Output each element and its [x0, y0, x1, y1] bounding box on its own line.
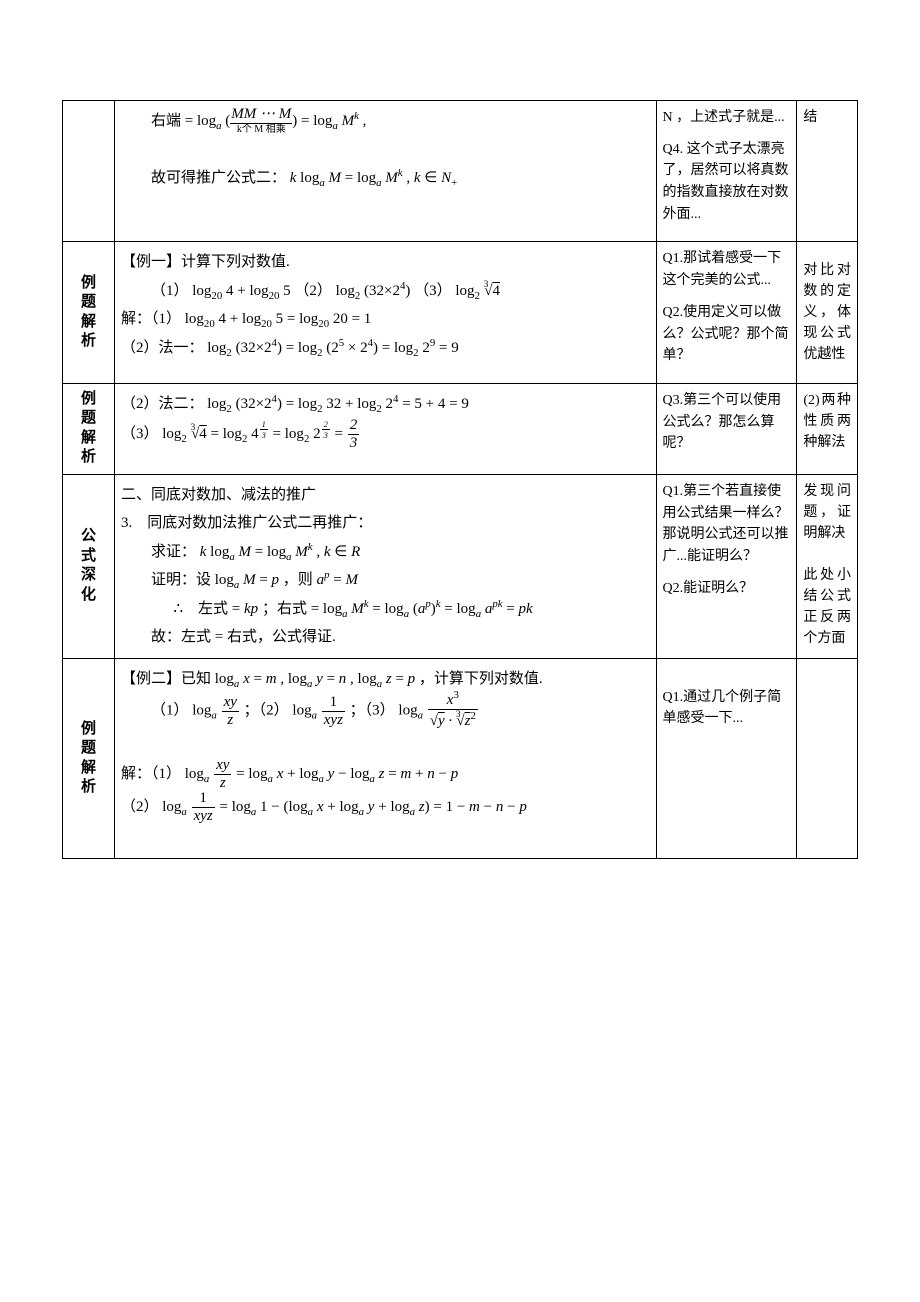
content-cell: 右端 = loga (MM ⋯ Mk个 M 相乘) = loga Mk , 故可… [114, 101, 656, 242]
math-line: ∴ 左式 = kp ；右式 = loga Mk = loga (ap)k = l… [121, 595, 650, 624]
remark-cell [797, 658, 858, 858]
remark-cell: (2)两种性质两种解法 [797, 383, 858, 474]
example-title: 【例一】计算下列对数值. [121, 254, 290, 270]
math-line: 故：左式 = 右式，公式得证. [121, 623, 650, 652]
content-cell: （2）法二： log2 (32×24) = log2 32 + log2 24 … [114, 383, 656, 474]
math-line: 右端 = loga (MM ⋯ Mk个 M 相乘) = loga Mk , [121, 107, 650, 136]
question-cell: Q1.通过几个例子简单感受一下... [656, 658, 797, 858]
math-line: 【例二】已知 loga x = m , loga y = n , loga z … [121, 671, 543, 687]
remark-cell: 对比对数的定义，体现公式优越性 [797, 242, 858, 383]
remark-text: 对比对数的定义，体现公式优越性 [803, 263, 851, 362]
math-line: （2） loga 1xyz = loga 1 − (loga x + loga … [121, 799, 527, 815]
question-text: Q4. 这个式子太漂亮了，居然可以将真数的指数直接放在对数外面... [663, 139, 791, 226]
remark-cell: 发现问题，证明解决 此处小结公式正反两个方面 [797, 474, 858, 658]
question-cell: Q1.第三个若直接使用公式结果一样么？那说明公式还可以推广...能证明么？ Q2… [656, 474, 797, 658]
underbrace-label: k个 M 相乘 [230, 124, 292, 135]
math-line: （1） log20 4 + log20 5 （2） log2 (32×24) （… [121, 277, 650, 306]
question-cell: Q1.那试着感受一下这个完美的公式... Q2.使用定义可以做么？公式呢？那个简… [656, 242, 797, 383]
question-text: Q2.使用定义可以做么？公式呢？那个简单？ [663, 302, 791, 367]
math-line: 故可得推广公式二： k loga M = loga Mk , k ∈ N+ [121, 164, 650, 193]
math-line: （2）法二： log2 (32×24) = log2 32 + log2 24 … [121, 396, 469, 412]
table-row: 例题解析 【例二】已知 loga x = m , loga y = n , lo… [63, 658, 858, 858]
question-text: Q1.第三个若直接使用公式结果一样么？那说明公式还可以推广...能证明么？ [663, 481, 791, 568]
math-line: 求证： k loga M = loga Mk , k ∈ R [121, 538, 650, 567]
table-row: 例题解析 【例一】计算下列对数值. （1） log20 4 + log20 5 … [63, 242, 858, 383]
side-label: 例题解析 [63, 242, 115, 383]
remark-text: 此处小结公式正反两个方面 [803, 568, 851, 646]
underbrace-top: MM ⋯ M [230, 107, 292, 124]
content-cell: 【例一】计算下列对数值. （1） log20 4 + log20 5 （2） l… [114, 242, 656, 383]
question-cell: Q3.第三个可以使用公式么？那怎么算呢？ [656, 383, 797, 474]
question-cell: N ，上述式子就是... Q4. 这个式子太漂亮了，居然可以将真数的指数直接放在… [656, 101, 797, 242]
table-row: 右端 = loga (MM ⋯ Mk个 M 相乘) = loga Mk , 故可… [63, 101, 858, 242]
side-label: 例题解析 [63, 383, 115, 474]
section-heading: 二、同底对数加、减法的推广 [121, 487, 316, 503]
remark-cell: 结 [797, 101, 858, 242]
remark-text: 发现问题，证明解决 [803, 484, 851, 541]
math-line: 解：（1） loga xyz = loga x + loga y − loga … [121, 766, 458, 782]
math-line: （2）法一： log2 (32×24) = log2 (25 × 24) = l… [121, 340, 459, 356]
side-label: 公式深化 [63, 474, 115, 658]
remark-text: (2)两种性质两种解法 [803, 393, 851, 450]
math-line: （1） loga xyz ；（2） loga 1xyz ；（3） loga x3… [121, 693, 650, 729]
math-line: 解：（1） log20 4 + log20 5 = log20 20 = 1 [121, 311, 371, 327]
question-text: Q1.通过几个例子简单感受一下... [663, 687, 791, 730]
side-label: 例题解析 [63, 658, 115, 858]
math-line: （3） log2 3√4 = log2 413 = log2 223 = 23 [121, 426, 360, 442]
side-label [63, 101, 115, 242]
content-cell: 二、同底对数加、减法的推广 3. 同底对数加法推广公式二再推广： 求证： k l… [114, 474, 656, 658]
question-text: Q2.能证明么？ [663, 578, 791, 600]
main-table: 右端 = loga (MM ⋯ Mk个 M 相乘) = loga Mk , 故可… [62, 100, 858, 859]
page: 右端 = loga (MM ⋯ Mk个 M 相乘) = loga Mk , 故可… [0, 0, 920, 1059]
section-heading: 3. 同底对数加法推广公式二再推广： [121, 515, 372, 531]
content-cell: 【例二】已知 loga x = m , loga y = n , loga z … [114, 658, 656, 858]
table-row: 公式深化 二、同底对数加、减法的推广 3. 同底对数加法推广公式二再推广： 求证… [63, 474, 858, 658]
question-text: Q3.第三个可以使用公式么？那怎么算呢？ [663, 390, 791, 455]
question-text: N ，上述式子就是... [663, 107, 791, 129]
math-line: 证明：设 loga M = p ，则 ap = M [121, 566, 650, 595]
table-row: 例题解析 （2）法二： log2 (32×24) = log2 32 + log… [63, 383, 858, 474]
question-text: Q1.那试着感受一下这个完美的公式... [663, 248, 791, 291]
remark-text: 结 [803, 110, 817, 125]
